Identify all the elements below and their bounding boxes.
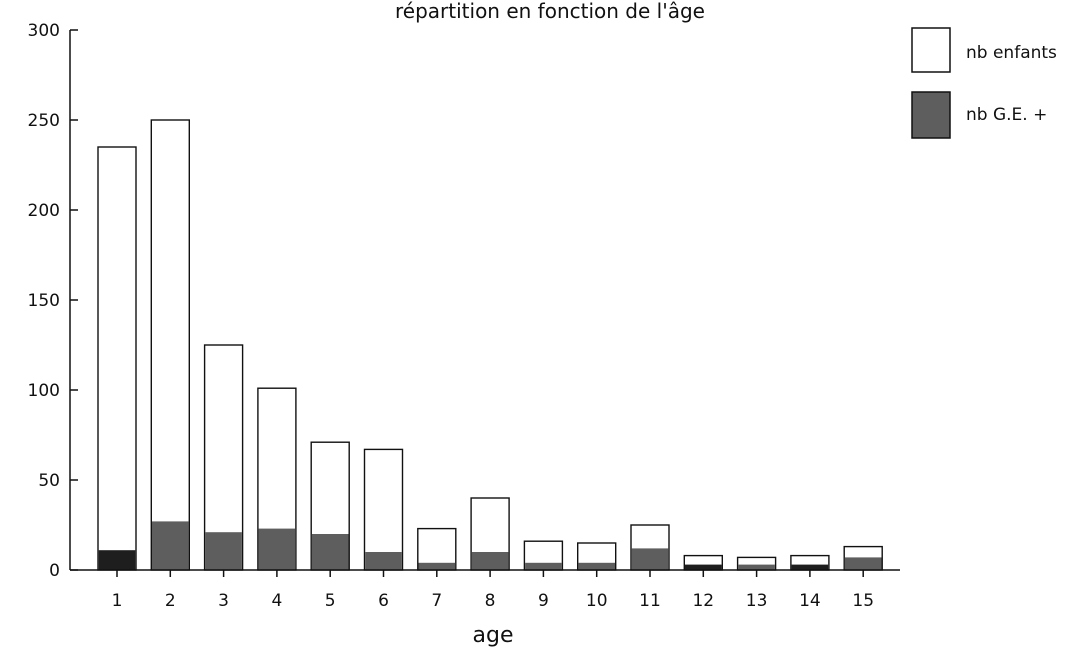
bar-nb-ge-plus xyxy=(205,532,242,570)
x-axis-label: age xyxy=(473,623,514,648)
x-tick-label: 15 xyxy=(852,591,874,611)
y-axis: 0 50 100 150 200 250 300 xyxy=(28,21,78,581)
legend-swatch-nb-ge-plus xyxy=(911,91,951,139)
y-tick-label: 200 xyxy=(28,201,60,221)
x-tick-label: 12 xyxy=(692,591,714,611)
y-tick-label: 50 xyxy=(38,471,60,491)
bar-nb-ge-plus xyxy=(311,534,349,570)
bar-nb-ge-plus xyxy=(525,562,562,570)
bar-nb-ge-plus xyxy=(791,564,829,570)
y-tick-label: 100 xyxy=(28,381,60,401)
legend-swatch-nb-enfants xyxy=(911,27,951,73)
x-tick-label: 7 xyxy=(431,591,442,611)
bars-group xyxy=(97,119,883,571)
bar-nb-ge-plus xyxy=(631,548,669,570)
x-tick-label: 14 xyxy=(799,591,821,611)
y-tick-label: 300 xyxy=(28,21,60,41)
bar-nb-ge-plus xyxy=(471,552,509,570)
bar-nb-ge-plus xyxy=(578,562,615,570)
bar-nb-enfants xyxy=(97,146,137,571)
bar-nb-ge-plus xyxy=(152,521,189,570)
y-tick-label: 150 xyxy=(28,291,60,311)
bar-nb-enfants xyxy=(150,119,191,571)
legend-label-nb-ge-plus: nb G.E. + xyxy=(966,105,1047,125)
x-tick-label: 2 xyxy=(165,591,176,611)
bar-nb-ge-plus xyxy=(685,564,722,570)
bar-nb-ge-plus xyxy=(844,557,882,570)
x-tick-label: 6 xyxy=(378,591,389,611)
x-tick-label: 4 xyxy=(271,591,282,611)
x-tick-label: 1 xyxy=(112,591,123,611)
x-tick-label: 11 xyxy=(639,591,661,611)
bar-nb-ge-plus xyxy=(738,564,775,570)
x-tick-label: 3 xyxy=(218,591,229,611)
legend-label-nb-enfants: nb enfants xyxy=(966,43,1057,63)
bar-nb-ge-plus xyxy=(365,552,402,570)
y-tick-label: 0 xyxy=(49,561,60,581)
legend: nb enfants nb G.E. + xyxy=(911,27,1057,139)
x-tick-label: 8 xyxy=(485,591,496,611)
y-tick-label: 250 xyxy=(28,111,60,131)
bar-nb-ge-plus xyxy=(418,562,456,570)
x-tick-label: 9 xyxy=(538,591,549,611)
bar-nb-ge-plus xyxy=(98,550,136,570)
x-tick-label: 13 xyxy=(746,591,768,611)
x-tick-label: 5 xyxy=(325,591,336,611)
chart-title: répartition en fonction de l'âge xyxy=(395,0,705,23)
x-tick-label: 10 xyxy=(586,591,608,611)
x-axis: 1 2 3 4 5 6 7 8 9 10 11 12 13 14 15 xyxy=(70,569,900,611)
bar-nb-ge-plus xyxy=(258,528,296,570)
bar-nb-enfants xyxy=(363,448,404,571)
